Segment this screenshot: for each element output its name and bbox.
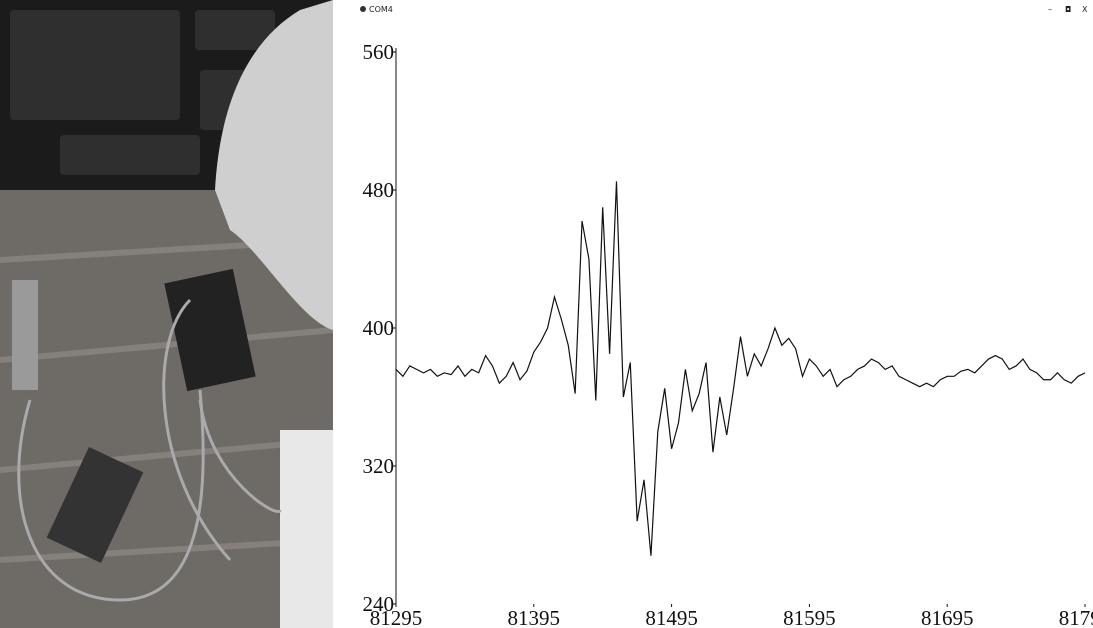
y-tick-label: 560 [363, 40, 395, 64]
x-tick-label: 81395 [508, 606, 561, 628]
photo [0, 0, 333, 628]
close-button[interactable]: X [1082, 5, 1088, 14]
restore-button[interactable]: ◘ [1065, 5, 1071, 14]
x-tick-label: 81595 [783, 606, 836, 628]
y-tick-label: 480 [363, 178, 395, 202]
x-tick-label: 81495 [645, 606, 698, 628]
window-title: COM4 [369, 5, 393, 14]
y-tick-label: 320 [363, 454, 395, 478]
wrist-strap [280, 430, 333, 628]
window-icon [360, 6, 366, 12]
minimize-button[interactable]: – [1048, 5, 1052, 14]
usb-cable [12, 280, 38, 390]
screen: COM4 – ◘ X 24032040048056081295813958149… [0, 0, 1093, 628]
x-tick-label: 81695 [921, 606, 974, 628]
y-tick-label: 400 [363, 316, 395, 340]
x-tick-label: 81795 [1059, 606, 1093, 628]
plotter-window [333, 0, 1093, 628]
x-tick-label: 81295 [370, 606, 423, 628]
